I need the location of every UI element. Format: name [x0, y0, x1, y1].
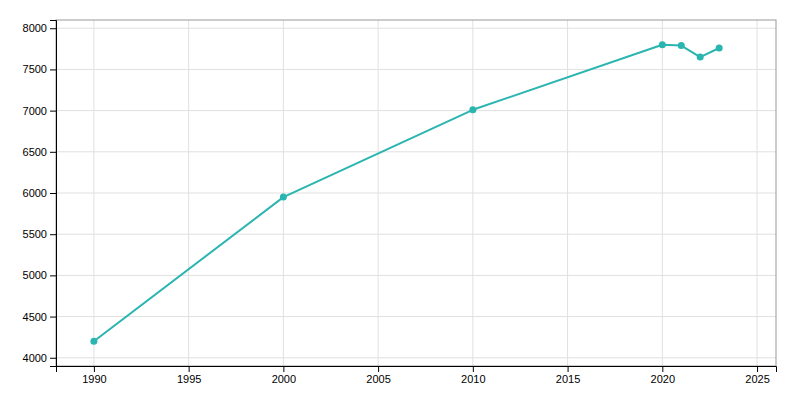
- tick-mark: [378, 366, 379, 372]
- tick: 2005: [366, 366, 390, 385]
- tick: 2020: [651, 366, 675, 385]
- grid-line: [56, 110, 776, 111]
- point: [697, 54, 704, 61]
- tick: 1990: [82, 366, 106, 385]
- tick: 7000: [23, 105, 56, 117]
- point: [678, 42, 685, 49]
- tick-mark: [50, 111, 56, 112]
- tick: 2010: [461, 366, 485, 385]
- tick-mark: [50, 275, 56, 276]
- grid-line: [56, 234, 776, 235]
- tick-mark: [50, 234, 56, 235]
- point: [90, 338, 97, 345]
- tick-mark: [50, 193, 56, 194]
- tick-mark: [50, 317, 56, 318]
- tick-mark: [50, 69, 56, 70]
- tick: 6000: [23, 187, 56, 199]
- tick-mark: [50, 28, 56, 29]
- tick: 2015: [556, 366, 580, 385]
- point: [469, 106, 476, 113]
- tick-label: 8000: [23, 22, 47, 34]
- tick-mark: [50, 152, 56, 153]
- grid-line: [56, 193, 776, 194]
- tick: 4000: [23, 352, 56, 364]
- tick-label: 5500: [23, 228, 47, 240]
- tick-label: 7500: [23, 63, 47, 75]
- tick: 6500: [23, 146, 56, 158]
- grid-line: [56, 28, 776, 29]
- point: [280, 194, 287, 201]
- tick-label: 2010: [461, 373, 485, 385]
- tick-mark: [473, 366, 474, 372]
- tick-mark: [283, 366, 284, 372]
- grid-line: [56, 275, 776, 276]
- y-axis: 4000 4500 5000 5500 6000 6500 7000 7500 8000: [23, 21, 57, 367]
- chart: 1990 1995 2000 2005 2010 2015 2020 2025 4000 4500…: [0, 0, 800, 400]
- tick: 5000: [23, 269, 56, 281]
- tick-label: 2000: [272, 373, 296, 385]
- tick: 2025: [745, 366, 769, 385]
- axis-line: [57, 367, 777, 373]
- tick: 1995: [177, 366, 201, 385]
- tick-label: 4000: [23, 352, 47, 364]
- grid: [56, 20, 776, 366]
- tick-label: 6000: [23, 187, 47, 199]
- tick-mark: [94, 366, 95, 372]
- point: [716, 45, 723, 52]
- grid-line: [56, 357, 776, 358]
- grid-line: [56, 151, 776, 152]
- tick-label: 1990: [82, 373, 106, 385]
- tick-label: 2005: [366, 373, 390, 385]
- tick-label: 2015: [556, 373, 580, 385]
- tick: 2000: [272, 366, 296, 385]
- tick-mark: [50, 358, 56, 359]
- axis-line: [50, 21, 57, 367]
- plot-frame: [56, 20, 776, 366]
- tick: 7500: [23, 63, 56, 75]
- marks: [90, 41, 722, 345]
- line: [94, 45, 719, 342]
- point: [659, 41, 666, 48]
- grid-line: [56, 316, 776, 317]
- tick-mark: [662, 366, 663, 372]
- tick-label: 6500: [23, 146, 47, 158]
- tick-label: 1995: [177, 373, 201, 385]
- tick-label: 4500: [23, 311, 47, 323]
- plot: 1990 1995 2000 2005 2010 2015 2020 2025 4000 4500…: [23, 20, 777, 385]
- tick-mark: [568, 366, 569, 372]
- tick-label: 5000: [23, 269, 47, 281]
- tick: 8000: [23, 22, 56, 34]
- x-axis: 1990 1995 2000 2005 2010 2015 2020 2025: [57, 366, 777, 385]
- tick-label: 2020: [651, 373, 675, 385]
- grid-line: [56, 69, 776, 70]
- tick-label: 7000: [23, 105, 47, 117]
- tick: 5500: [23, 228, 56, 240]
- tick-mark: [189, 366, 190, 372]
- tick-mark: [757, 366, 758, 372]
- tick: 4500: [23, 311, 56, 323]
- tick-label: 2025: [745, 373, 769, 385]
